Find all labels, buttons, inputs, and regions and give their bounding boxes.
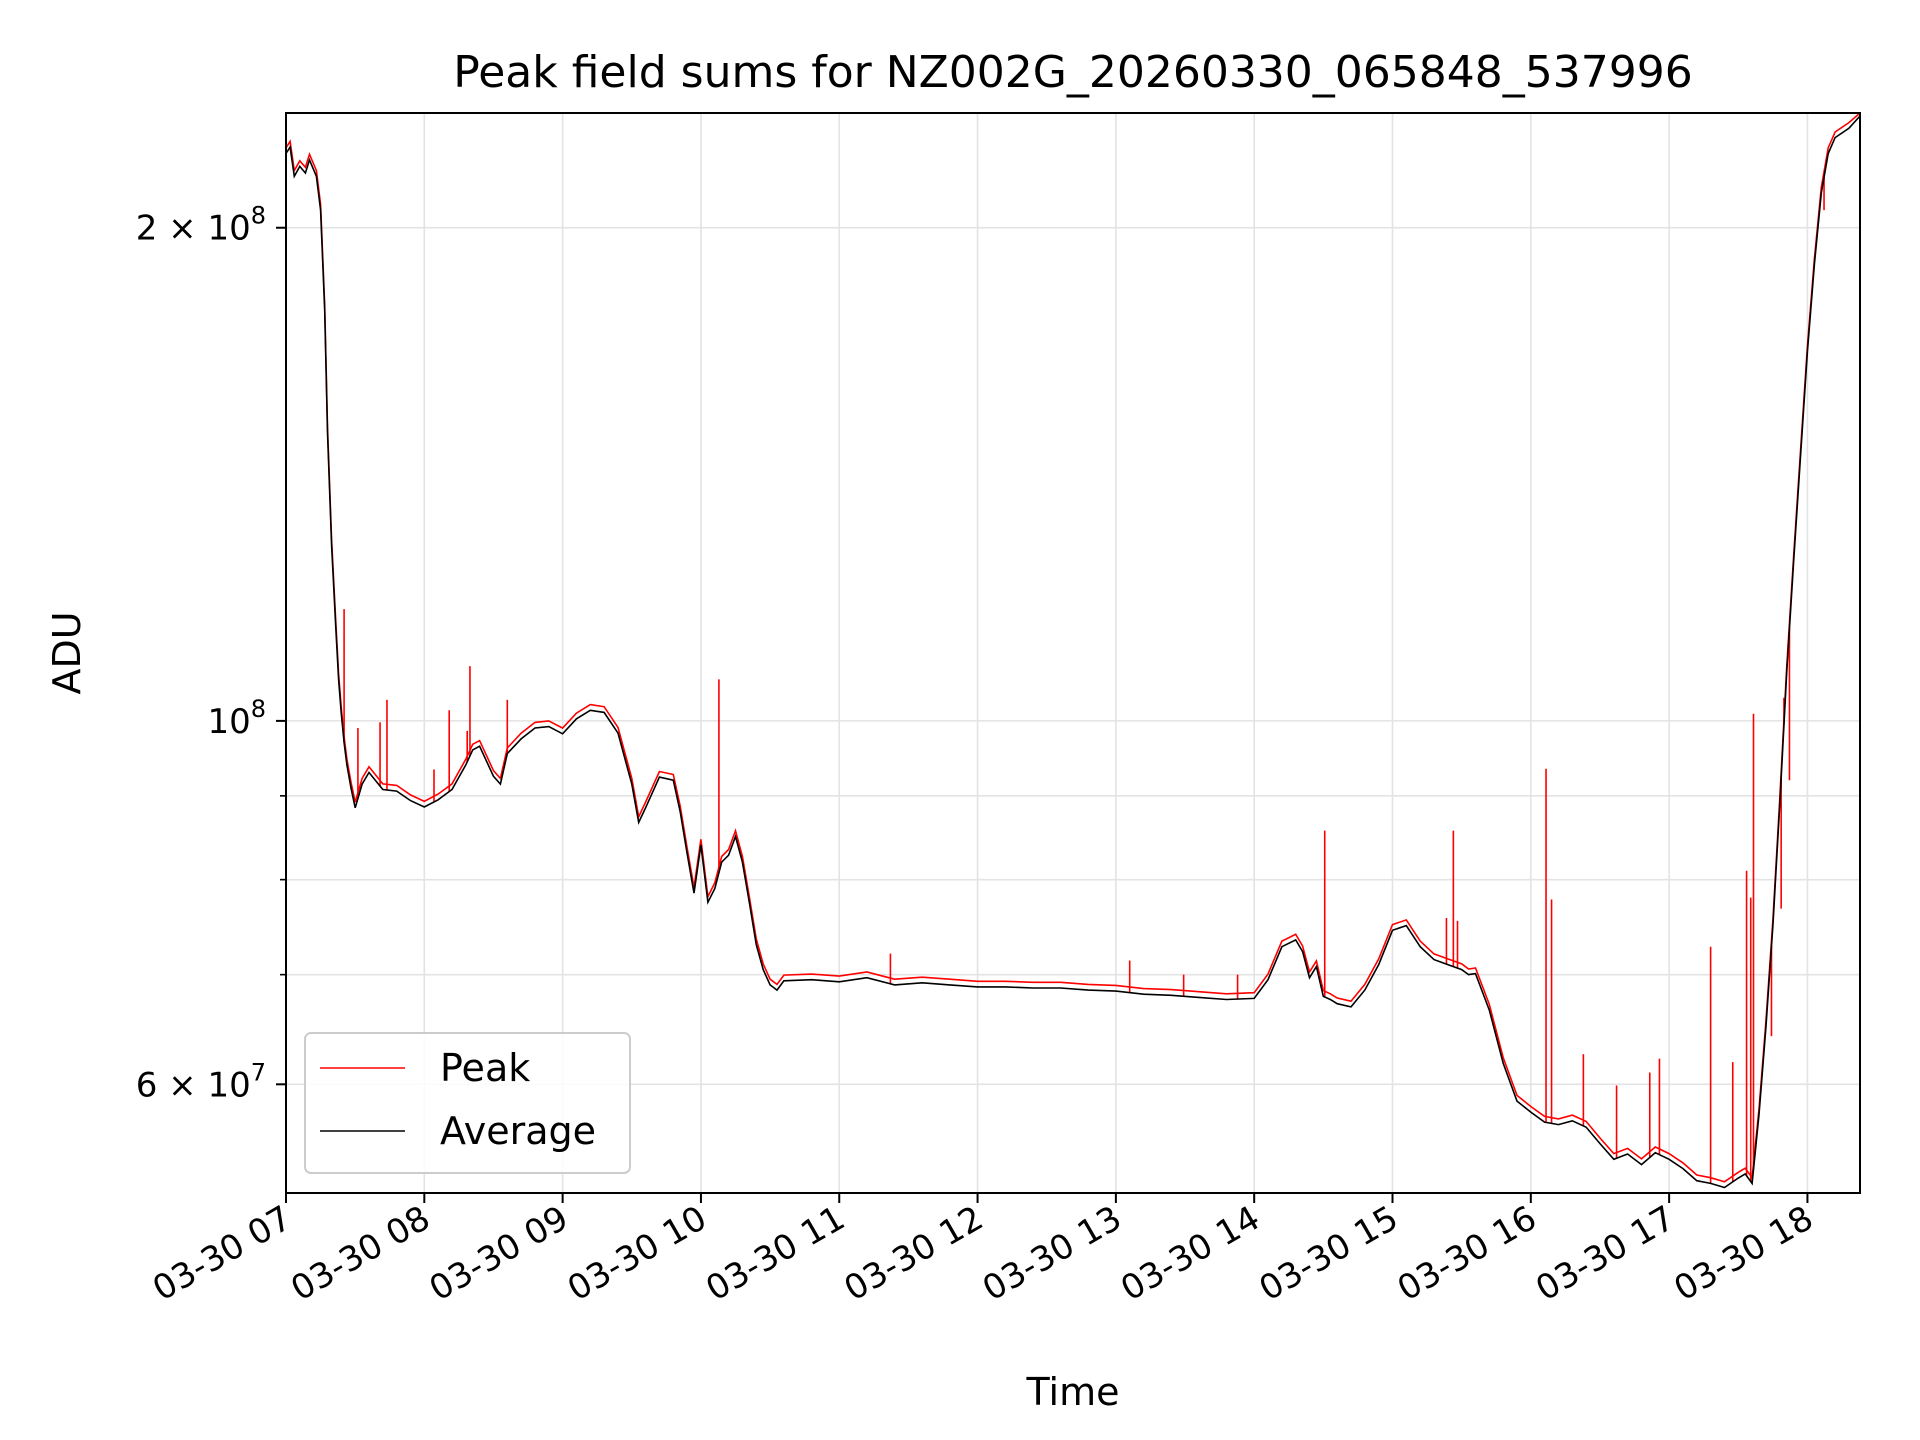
legend-label-average: Average xyxy=(440,1109,596,1153)
y-tick-label: 2 × 108 xyxy=(136,202,266,249)
y-tick-label: 108 xyxy=(207,695,266,742)
series-line-peak xyxy=(285,112,1861,1183)
x-axis-label: Time xyxy=(1026,1370,1120,1414)
y-tick-label-base: 2 × 10 xyxy=(136,209,251,249)
y-tick-label-exponent: 7 xyxy=(251,1058,266,1086)
legend-label-peak: Peak xyxy=(440,1046,530,1090)
y-tick-label-exponent: 8 xyxy=(251,202,266,230)
y-tick-label-exponent: 8 xyxy=(251,695,266,723)
y-tick-label: 6 × 107 xyxy=(136,1058,266,1105)
plot-frame xyxy=(285,112,1861,1194)
chart-title: Peak field sums for NZ002G_20260330_0658… xyxy=(453,47,1692,98)
series-line-average xyxy=(285,115,1861,1189)
y-axis-label: ADU xyxy=(45,611,89,694)
peak-spikes xyxy=(343,177,1825,1184)
y-tick-label-base: 6 × 10 xyxy=(136,1065,251,1105)
series-lines xyxy=(285,112,1861,1189)
grid xyxy=(285,113,1860,1193)
legend: Peak Average xyxy=(304,1032,631,1174)
y-tick-label-base: 10 xyxy=(207,702,250,742)
